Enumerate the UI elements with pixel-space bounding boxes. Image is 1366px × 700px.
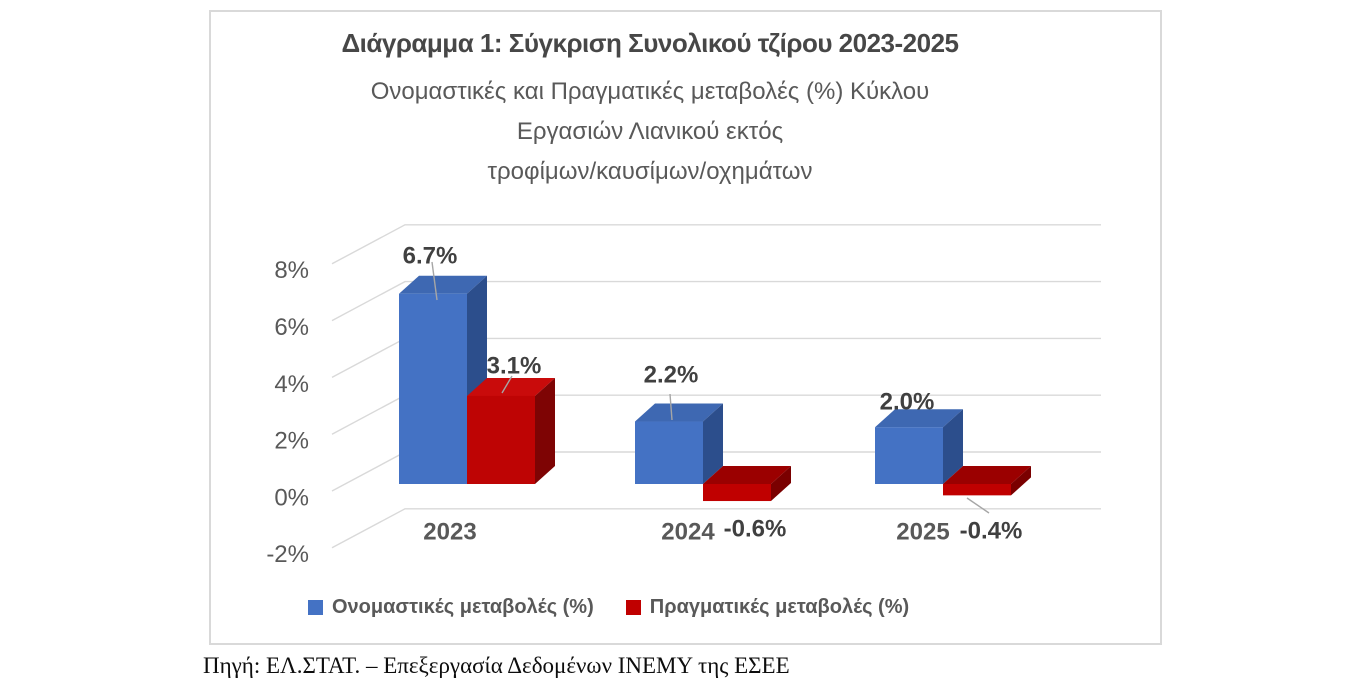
data-label: -0.4% — [960, 517, 1023, 544]
bar-top-0-2023 — [399, 275, 487, 294]
y-axis-label: -2% — [266, 541, 309, 568]
data-label: 3.1% — [487, 352, 542, 379]
legend-swatch-blue-icon — [308, 600, 323, 615]
y-axis-label: 2% — [274, 428, 309, 455]
bar-1-2023 — [467, 395, 535, 484]
chart-subtitle: Ονομαστικές και Πραγματικές μεταβολές (%… — [280, 72, 1020, 192]
bar-top-1-2025 — [943, 466, 1031, 484]
bar-side-1-2025 — [1011, 466, 1031, 496]
legend-swatch-red-icon — [625, 600, 641, 615]
gridline — [331, 224, 1101, 265]
bar-0-2023 — [399, 293, 467, 484]
source-note: Πηγή: ΕΛ.ΣΤΑΤ. – Επεξεργασία Δεδομένων Ι… — [203, 653, 790, 678]
data-label-leader — [966, 497, 990, 514]
gridline — [331, 508, 1101, 549]
bar-side-0-2025 — [943, 409, 963, 484]
data-label: -0.6% — [724, 515, 787, 542]
gridline — [331, 280, 1101, 322]
legend-item-nominal: Ονομαστικές μεταβολές (%) — [308, 596, 594, 619]
chart-title: Διάγραμμα 1: Σύγκριση Συνολικού τζίρου 2… — [341, 28, 959, 58]
y-axis-label: 0% — [274, 484, 309, 511]
chart-subtitle-line-2: Εργασιών Λιανικού εκτός — [516, 118, 784, 145]
x-axis-label: 2025 — [896, 518, 949, 545]
bar-side-0-2024 — [703, 403, 723, 484]
data-label: 2.0% — [880, 388, 935, 415]
bar-top-1-2024 — [703, 466, 791, 484]
bar-1-2025 — [943, 484, 1011, 496]
bar-0-2024 — [635, 421, 703, 484]
x-axis-label: 2024 — [661, 518, 715, 545]
chart-subtitle-line-3: τροφίμων/καυσίμων/οχημάτων — [487, 158, 813, 185]
bar-side-1-2023 — [535, 377, 555, 484]
bar-top-0-2024 — [635, 403, 723, 422]
x-axis-label: 2023 — [423, 518, 476, 545]
chart-container: Διάγραμμα 1: Σύγκριση Συνολικού τζίρου 2… — [209, 10, 1162, 645]
data-label-leader — [431, 261, 438, 301]
bar-top-1-2023 — [467, 377, 555, 396]
legend-label-nominal: Ονομαστικές μεταβολές (%) — [332, 596, 594, 618]
legend: Ονομαστικές μεταβολές (%) Πραγματικές με… — [308, 596, 909, 619]
bar-side-1-2024 — [771, 466, 791, 502]
legend-label-real: Πραγματικές μεταβολές (%) — [649, 596, 910, 618]
data-label: 2.2% — [644, 361, 699, 388]
chart-subtitle-line-1: Ονομαστικές και Πραγματικές μεταβολές (%… — [370, 78, 930, 105]
bar-1-2024 — [703, 484, 771, 502]
data-label-leader — [501, 375, 513, 394]
data-label-leader — [669, 393, 673, 421]
data-label: 6.7% — [403, 242, 458, 269]
bar-top-0-2025 — [875, 409, 963, 428]
y-axis-label: 6% — [274, 314, 309, 341]
bar-0-2025 — [875, 427, 943, 484]
y-axis-label: 8% — [274, 257, 309, 284]
bar-plot-3d: 8% 6% 4% 2% 0% -2% 2023 2024 2025 6.7% 2.2% 2.0% 3.1… — [266, 224, 1101, 568]
y-axis-label: 4% — [274, 371, 309, 398]
legend-item-real: Πραγματικές μεταβολές (%) — [625, 596, 910, 619]
